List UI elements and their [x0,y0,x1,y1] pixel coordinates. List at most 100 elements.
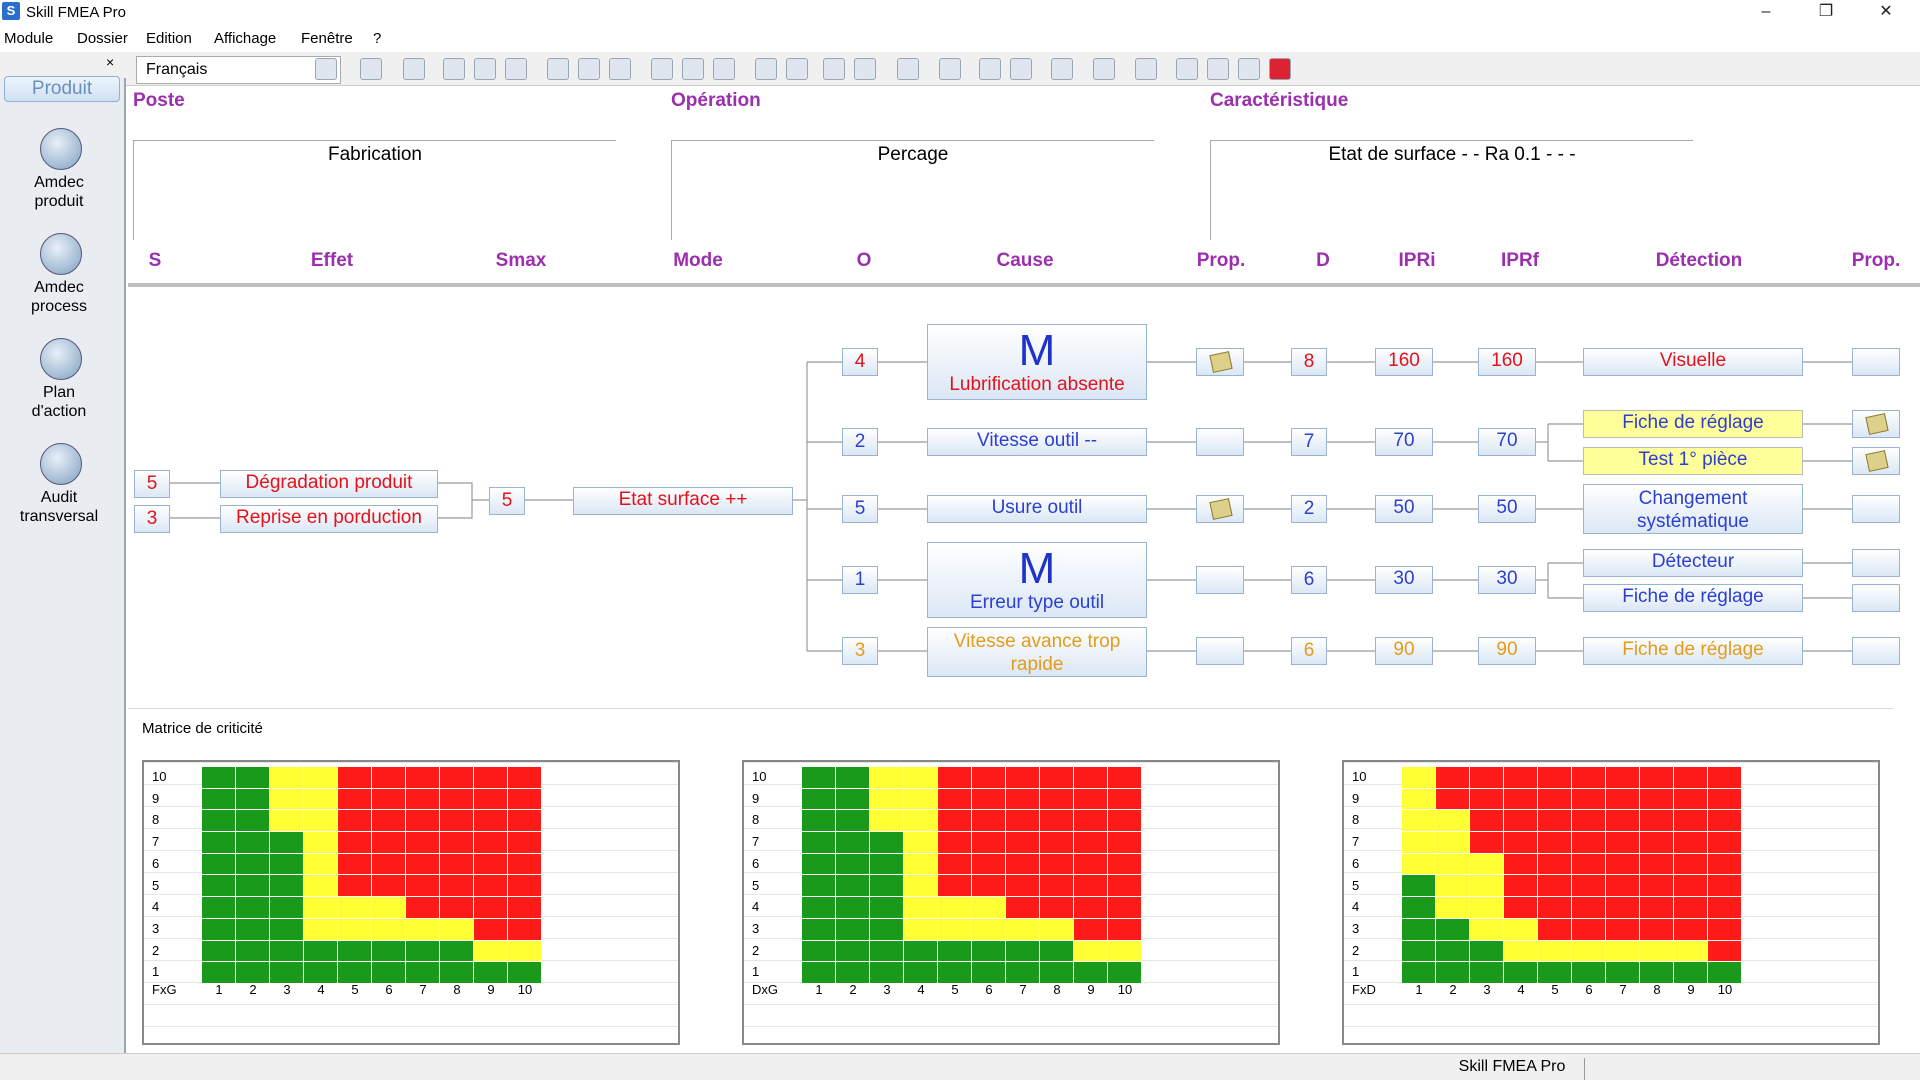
minimize-icon[interactable]: – [1761,3,1771,20]
menu-dossier[interactable]: Dossier [77,30,128,47]
filter-icon[interactable] [1238,58,1260,80]
effect-2[interactable]: Reprise en porduction [220,505,438,533]
detection-3[interactable]: Changement systématique [1583,484,1803,534]
export-icon[interactable] [823,58,845,80]
refresh-icon[interactable] [1010,58,1032,80]
poste-value[interactable]: Fabrication [133,140,616,240]
info-icon[interactable] [897,58,919,80]
detection-2b[interactable]: Test 1° pièce [1583,447,1803,475]
occurrence-5[interactable]: 3 [842,637,878,665]
menu-help[interactable]: ? [373,30,382,47]
tab-produit[interactable]: Produit [4,76,120,102]
print-icon[interactable] [403,58,425,80]
process-fmea-icon[interactable] [40,233,82,275]
add-node-icon[interactable] [547,58,569,80]
add-link-icon[interactable] [609,58,631,80]
sidebar-item-amdec-process[interactable]: Amdec process [30,279,88,315]
cause-3[interactable]: Usure outil [927,495,1147,523]
menu-edition[interactable]: Edition [146,30,192,47]
prop-cause-4[interactable] [1196,566,1244,594]
prop-detection-3[interactable] [1852,495,1900,523]
detection-5[interactable]: Fiche de réglage [1583,637,1803,665]
users-icon[interactable] [939,58,961,80]
prop-detection-1[interactable] [1852,348,1900,376]
warning-icon[interactable] [1051,58,1073,80]
product-fmea-icon[interactable] [40,128,82,170]
calculator-icon[interactable] [1093,58,1115,80]
search-icon[interactable] [1135,58,1157,80]
sidebar-item-plan-action[interactable]: Plan d'action [31,384,87,420]
restore-icon[interactable]: ❐ [1818,3,1834,20]
detection-rating-5[interactable]: 6 [1291,637,1327,665]
move-left-icon[interactable] [755,58,777,80]
add-child-icon[interactable] [578,58,600,80]
detection-rating-4[interactable]: 6 [1291,566,1327,594]
detection-rating-2[interactable]: 7 [1291,428,1327,456]
ipri-1[interactable]: 160 [1375,348,1433,376]
detection-1[interactable]: Visuelle [1583,348,1803,376]
iprf-4[interactable]: 30 [1478,566,1536,594]
prop-detection-4a[interactable] [1852,549,1900,577]
language-select[interactable]: Français [136,56,341,84]
tree-icon[interactable] [651,58,673,80]
copy-icon[interactable] [474,58,496,80]
detection-4b[interactable]: Fiche de réglage [1583,584,1803,612]
move-right-icon[interactable] [786,58,808,80]
ipri-3[interactable]: 50 [1375,495,1433,523]
action-plan-icon[interactable] [40,338,82,380]
import-icon[interactable] [854,58,876,80]
sidebar-item-audit[interactable]: Audit transversal [19,489,99,525]
sidebar-close-icon[interactable]: × [106,54,115,70]
settings-icon[interactable] [1207,58,1229,80]
prop-cause-1[interactable] [1196,348,1244,376]
iprf-2[interactable]: 70 [1478,428,1536,456]
detection-2a[interactable]: Fiche de réglage [1583,410,1803,438]
prop-detection-5[interactable] [1852,637,1900,665]
prop-cause-5[interactable] [1196,637,1244,665]
menu-affichage[interactable]: Affichage [214,30,277,47]
close-icon[interactable]: ✕ [1879,3,1893,20]
effect-s-1[interactable]: 5 [134,470,170,498]
prop-detection-4b[interactable] [1852,584,1900,612]
open-folder-icon[interactable] [315,58,337,80]
iprf-1[interactable]: 160 [1478,348,1536,376]
occurrence-1[interactable]: 4 [842,348,878,376]
ipri-4[interactable]: 30 [1375,566,1433,594]
iprf-3[interactable]: 50 [1478,495,1536,523]
occurrence-3[interactable]: 5 [842,495,878,523]
prop-cause-2[interactable] [1196,428,1244,456]
smax-value[interactable]: 5 [489,487,525,515]
occurrence-2[interactable]: 2 [842,428,878,456]
iprf-5[interactable]: 90 [1478,637,1536,665]
prop-detection-2a[interactable] [1852,410,1900,438]
ipri-2[interactable]: 70 [1375,428,1433,456]
ipri-5[interactable]: 90 [1375,637,1433,665]
save-icon[interactable] [360,58,382,80]
occurrence-4[interactable]: 1 [842,566,878,594]
paste-icon[interactable] [505,58,527,80]
flag-icon[interactable] [1269,58,1291,80]
detection-rating-1[interactable]: 8 [1291,348,1327,376]
audit-icon[interactable] [40,443,82,485]
prop-detection-2b[interactable] [1852,447,1900,475]
cut-icon[interactable] [443,58,465,80]
effect-1[interactable]: Dégradation produit [220,470,438,498]
prop-cause-3[interactable] [1196,495,1244,523]
menu-module[interactable]: Module [4,30,54,47]
cause-4[interactable]: M Erreur type outil [927,542,1147,618]
tools-icon[interactable] [1176,58,1198,80]
caracteristique-value[interactable]: Etat de surface - - Ra 0.1 - - - [1210,140,1693,240]
menu-fenetre[interactable]: Fenêtre [301,30,353,47]
sidebar-item-amdec-produit[interactable]: Amdec produit [34,174,84,210]
detection-4a[interactable]: Détecteur [1583,549,1803,577]
cause-2[interactable]: Vitesse outil -- [927,428,1147,456]
tree-expand-icon[interactable] [682,58,704,80]
operation-value[interactable]: Percage [671,140,1154,240]
cause-5[interactable]: Vitesse avance trop rapide [927,627,1147,677]
detection-rating-3[interactable]: 2 [1291,495,1327,523]
cause-1[interactable]: M Lubrification absente [927,324,1147,400]
effect-s-2[interactable]: 3 [134,505,170,533]
failure-mode[interactable]: Etat surface ++ [573,487,793,515]
tree-collapse-icon[interactable] [713,58,735,80]
window-icon[interactable] [979,58,1001,80]
